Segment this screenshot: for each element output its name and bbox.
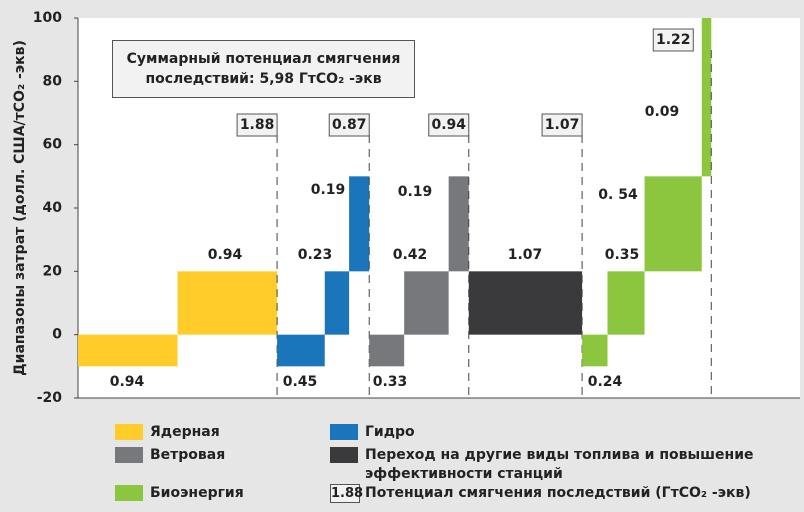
y-tick-label: 60	[43, 137, 63, 153]
legend-label: Ядерная	[150, 424, 220, 440]
legend-label: Биоэнергия	[150, 485, 244, 501]
cost-block	[644, 176, 702, 272]
legend-swatch	[330, 447, 358, 463]
y-tick-label: 0	[52, 327, 62, 343]
legend-box: 1.88	[330, 484, 364, 503]
total-label: 1.22	[656, 32, 691, 48]
block-label: 0.24	[588, 374, 623, 390]
legend-swatch	[115, 447, 143, 463]
y-tick-label: 20	[43, 263, 63, 279]
total-box	[328, 113, 370, 137]
total-box	[652, 28, 694, 52]
cost-block	[369, 334, 405, 367]
cost-block	[468, 271, 583, 335]
legend-label: Гидро	[365, 424, 415, 440]
y-tick-label: -20	[37, 390, 63, 406]
block-label: 0.42	[393, 247, 428, 263]
total-label: 1.88	[240, 117, 275, 133]
legend-swatch	[115, 485, 143, 501]
cost-block	[701, 18, 712, 177]
legend-swatch	[330, 424, 358, 440]
block-label: 0.19	[311, 182, 346, 198]
y-axis-label: Диапазоны затрат (долл. США/тCO₂ -экв)	[12, 40, 28, 376]
total-label: 1.07	[545, 117, 580, 133]
block-label: 0. 54	[598, 187, 638, 203]
legend-label: Ветровая	[150, 447, 226, 463]
block-label: 0.45	[283, 374, 318, 390]
cost-block	[448, 176, 469, 272]
annotation: Суммарный потенциал смягчения последстви…	[112, 40, 415, 98]
cost-block	[607, 271, 645, 335]
block-label: 0.94	[208, 247, 243, 263]
total-label: 0.87	[332, 117, 367, 133]
cost-block	[349, 176, 370, 272]
block-label: 0.19	[398, 184, 433, 200]
total-box	[428, 113, 470, 137]
cost-block	[324, 271, 350, 335]
total-label: 0.94	[431, 117, 466, 133]
cost-block	[177, 271, 278, 335]
y-tick-label: 40	[43, 200, 63, 216]
block-label: 0.33	[373, 374, 408, 390]
y-tick-label: 80	[43, 73, 63, 89]
annotation-line: последствий: 5,98 ГтCO₂ -экв	[145, 71, 382, 87]
block-label: 0.35	[605, 247, 640, 263]
legend-label: Потенциал смягчения последствий (ГтCO₂ -…	[365, 485, 751, 501]
total-box	[541, 113, 583, 137]
cost-block	[78, 334, 178, 367]
cost-block	[277, 334, 325, 367]
cost-block	[404, 271, 449, 335]
cost-block	[582, 334, 608, 367]
block-label: 1.07	[508, 247, 543, 263]
legend-label: Переход на другие виды топлива и повышен…	[365, 447, 754, 482]
y-tick-label: 100	[33, 10, 62, 26]
annotation-line: Суммарный потенциал смягчения	[126, 51, 401, 67]
total-box	[236, 113, 278, 137]
block-label: 0.94	[110, 374, 145, 390]
legend-swatch	[115, 424, 143, 440]
block-label: 0.09	[645, 104, 680, 120]
block-label: 0.23	[298, 247, 333, 263]
